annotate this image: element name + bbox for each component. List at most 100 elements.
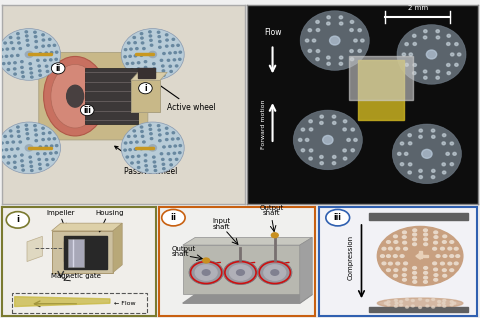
Circle shape [25, 145, 33, 151]
Ellipse shape [44, 56, 107, 136]
Circle shape [347, 138, 350, 142]
Polygon shape [113, 223, 122, 273]
Circle shape [406, 298, 408, 301]
Circle shape [35, 40, 37, 43]
Text: Input: Input [213, 218, 231, 224]
Circle shape [143, 48, 145, 50]
Circle shape [14, 62, 16, 64]
Circle shape [343, 128, 347, 131]
Circle shape [22, 169, 24, 171]
Circle shape [45, 52, 48, 54]
Circle shape [47, 164, 48, 166]
Circle shape [162, 210, 185, 226]
Text: i: i [144, 84, 147, 93]
Circle shape [35, 140, 37, 142]
Circle shape [158, 36, 160, 38]
Circle shape [330, 36, 340, 45]
Circle shape [450, 241, 454, 243]
Circle shape [168, 153, 170, 155]
Circle shape [42, 39, 45, 41]
Circle shape [137, 155, 140, 157]
Polygon shape [183, 294, 312, 303]
Circle shape [174, 52, 177, 53]
Circle shape [31, 169, 33, 171]
Circle shape [170, 164, 172, 166]
Circle shape [443, 134, 446, 137]
Circle shape [433, 241, 437, 244]
Circle shape [19, 141, 22, 143]
Circle shape [424, 243, 428, 245]
Circle shape [124, 149, 126, 151]
Circle shape [30, 161, 32, 163]
Circle shape [34, 125, 36, 127]
Circle shape [163, 168, 165, 170]
Circle shape [386, 255, 390, 257]
Circle shape [0, 122, 60, 174]
Circle shape [457, 53, 461, 56]
Circle shape [0, 56, 3, 58]
Circle shape [384, 302, 387, 304]
Circle shape [44, 59, 46, 61]
Circle shape [48, 132, 51, 134]
Circle shape [419, 129, 422, 132]
Circle shape [423, 280, 427, 283]
Circle shape [423, 70, 427, 73]
Circle shape [408, 248, 432, 264]
Circle shape [160, 153, 163, 155]
Circle shape [14, 155, 16, 157]
Circle shape [447, 34, 451, 37]
Circle shape [433, 268, 437, 271]
Circle shape [453, 302, 456, 304]
Circle shape [141, 37, 143, 39]
Circle shape [171, 45, 174, 47]
Circle shape [169, 159, 171, 161]
Circle shape [6, 142, 9, 143]
Circle shape [271, 270, 279, 275]
Circle shape [453, 152, 456, 155]
Circle shape [39, 168, 41, 170]
Circle shape [271, 233, 278, 238]
Circle shape [434, 279, 438, 281]
Circle shape [169, 145, 171, 148]
Circle shape [309, 120, 312, 123]
Circle shape [405, 43, 408, 45]
Circle shape [21, 165, 24, 167]
Circle shape [149, 35, 152, 37]
Circle shape [153, 156, 155, 158]
Circle shape [4, 42, 6, 44]
Bar [64, 236, 107, 269]
Circle shape [223, 260, 258, 285]
Circle shape [400, 255, 404, 257]
Circle shape [31, 76, 33, 78]
Circle shape [30, 72, 33, 74]
Circle shape [38, 65, 40, 67]
Circle shape [2, 63, 5, 65]
Circle shape [413, 238, 417, 241]
Circle shape [35, 134, 37, 136]
Circle shape [26, 133, 28, 135]
Circle shape [434, 236, 438, 238]
Circle shape [351, 128, 354, 131]
Circle shape [17, 126, 19, 128]
Polygon shape [39, 52, 148, 140]
Circle shape [403, 279, 407, 281]
Circle shape [305, 39, 309, 42]
Circle shape [53, 44, 56, 46]
Circle shape [443, 274, 447, 277]
Circle shape [12, 48, 14, 50]
Circle shape [343, 149, 347, 152]
Circle shape [436, 36, 440, 39]
Circle shape [139, 83, 152, 94]
Circle shape [177, 138, 179, 140]
Circle shape [443, 171, 446, 174]
Circle shape [400, 142, 404, 145]
Circle shape [308, 49, 312, 52]
Circle shape [443, 299, 446, 301]
Circle shape [21, 66, 23, 68]
Text: i: i [16, 215, 19, 225]
Circle shape [394, 274, 397, 277]
Circle shape [149, 124, 151, 126]
Circle shape [137, 161, 140, 163]
Circle shape [39, 52, 42, 54]
Circle shape [454, 262, 458, 265]
